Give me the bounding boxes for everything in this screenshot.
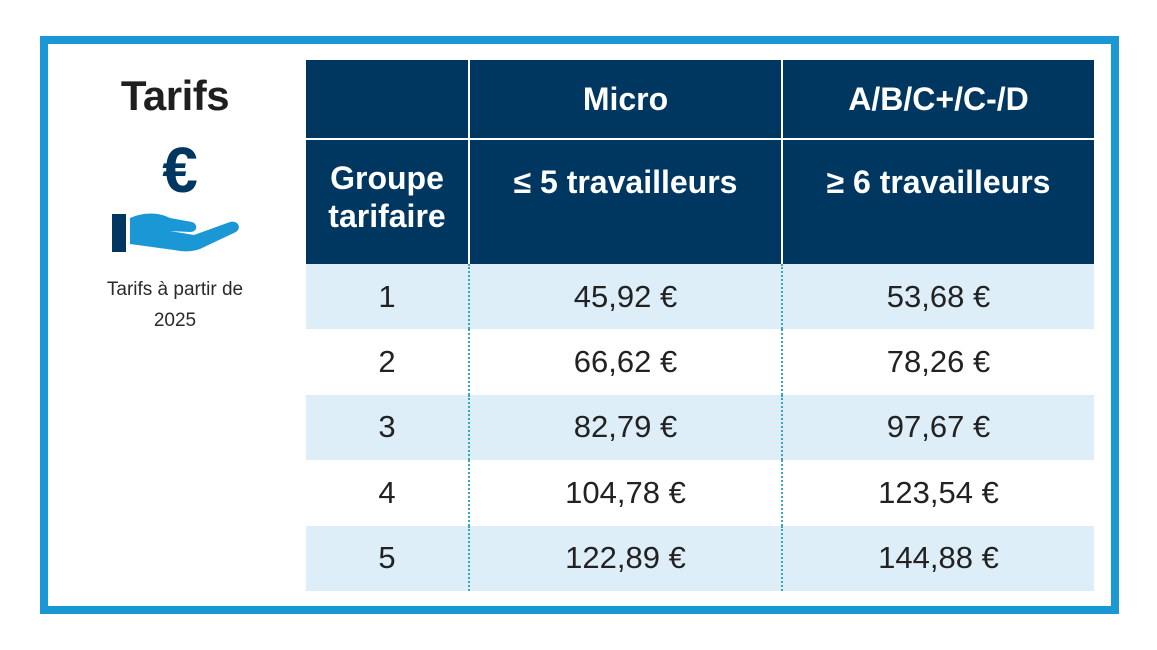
header-cell-micro: Micro — [468, 60, 781, 138]
header-cell-small: ≤ 5 travailleurs — [468, 140, 781, 264]
header-cell-group: Groupe tarifaire — [306, 140, 468, 264]
tariff-title: Tarifs — [120, 72, 230, 119]
micro-price-cell: 104,78 € — [468, 460, 781, 526]
abcd-price-cell: 123,54 € — [781, 460, 1094, 526]
tariff-table: Micro A/B/C+/C-/D Groupe tarifaire ≤ 5 t… — [306, 60, 1094, 591]
tariff-sidebar: Tarifs € Tarifs à partir de 2025 — [95, 70, 255, 336]
micro-price-cell: 66,62 € — [468, 329, 781, 395]
abcd-price-cell: 53,68 € — [781, 264, 1094, 330]
header-large-label: ≥ 6 travailleurs — [826, 164, 1051, 200]
header-small-label: ≤ 5 travailleurs — [513, 164, 738, 200]
table-row: 1 45,92 € 53,68 € — [306, 264, 1094, 330]
header-group-label: Groupe tarifaire — [328, 160, 446, 234]
tariff-caption: Tarifs à partir de 2025 — [106, 279, 244, 331]
euro-hand-icon: € — [112, 142, 239, 252]
header-abcd-label: A/B/C+/C-/D — [848, 81, 1029, 117]
abcd-price-cell: 144,88 € — [781, 525, 1094, 591]
table-row: 5 122,89 € 144,88 € — [306, 525, 1094, 591]
svg-text:€: € — [162, 142, 198, 206]
header-micro-label: Micro — [582, 81, 669, 117]
header-cell-large: ≥ 6 travailleurs — [781, 140, 1094, 264]
group-cell: 3 — [378, 409, 396, 445]
micro-price-cell: 122,89 € — [468, 525, 781, 591]
abcd-price-cell: 78,26 € — [781, 329, 1094, 395]
group-cell: 1 — [378, 278, 396, 314]
abcd-price-cell: 97,67 € — [781, 394, 1094, 461]
table-row: 2 66,62 € 78,26 € — [306, 329, 1094, 395]
group-cell: 5 — [378, 540, 396, 576]
table-row: 4 104,78 € 123,54 € — [306, 460, 1094, 526]
table-header-row-bottom: Groupe tarifaire ≤ 5 travailleurs ≥ 6 tr… — [306, 140, 1094, 264]
group-cell: 4 — [378, 474, 396, 510]
micro-price-cell: 82,79 € — [468, 394, 781, 461]
header-cell-abcd: A/B/C+/C-/D — [781, 60, 1094, 138]
header-cell-empty — [306, 60, 468, 138]
table-row: 3 82,79 € 97,67 € — [306, 394, 1094, 461]
micro-price-cell: 45,92 € — [468, 264, 781, 330]
table-header-row-top: Micro A/B/C+/C-/D — [306, 60, 1094, 140]
group-cell: 2 — [378, 344, 396, 380]
